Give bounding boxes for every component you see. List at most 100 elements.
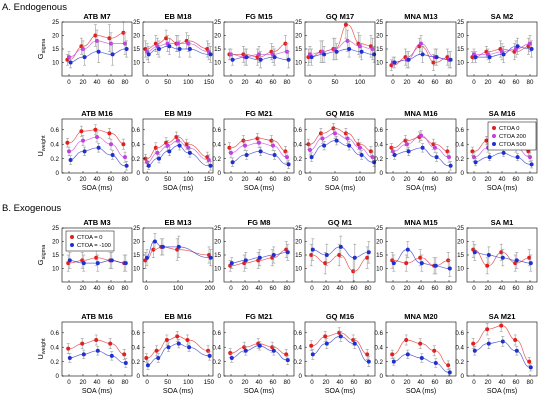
y-tick-label: 25 xyxy=(214,19,221,26)
y-tick-label: 15 xyxy=(295,252,302,259)
panel-title: GQ M17 xyxy=(326,12,354,21)
x-tick-label: 20 xyxy=(404,285,411,292)
panel-23: MNA M20 0 20 40 60 80 0 0.2 0.4 0.6 SOA (ms) xyxy=(374,312,457,395)
x-tick-label: 0 xyxy=(229,79,233,86)
x-tick-label: 60 xyxy=(108,379,115,386)
axes-box xyxy=(466,321,538,377)
x-tick-label: 80 xyxy=(365,379,372,386)
y-tick-label: 0.4 xyxy=(293,141,302,148)
legend-label: CTOA = -100 xyxy=(77,243,111,249)
data-point xyxy=(343,131,348,136)
x-axis-label: SOA (ms) xyxy=(244,388,274,395)
y-tick-label: 0.2 xyxy=(374,359,383,366)
data-point xyxy=(121,142,126,147)
x-tick-label: 20 xyxy=(80,379,87,386)
data-point xyxy=(499,323,504,328)
data-point xyxy=(356,142,361,147)
x-tick-label: 150 xyxy=(204,79,215,86)
data-point xyxy=(320,136,325,141)
y-tick-label: 0.4 xyxy=(374,141,383,148)
data-point xyxy=(345,136,350,141)
x-tick-label: 100 xyxy=(173,285,184,292)
data-point xyxy=(152,239,157,244)
axes-box xyxy=(142,321,214,377)
panel-title: GQ M16 xyxy=(326,312,354,321)
y-axis-label-main: G xyxy=(36,53,45,59)
y-tick-label: 15 xyxy=(214,46,221,53)
y-tick-label: 0.2 xyxy=(131,156,140,163)
axes-box xyxy=(304,21,376,77)
x-tick-label: 40 xyxy=(499,79,506,86)
x-tick-label: 0 xyxy=(67,379,71,386)
panel-title: MNA M13 xyxy=(404,12,437,21)
panel-title: ATB M16 xyxy=(81,312,113,321)
data-point xyxy=(187,47,192,51)
data-point xyxy=(347,47,352,51)
data-point xyxy=(241,138,246,143)
data-point xyxy=(526,149,531,154)
data-point xyxy=(419,133,423,138)
data-point xyxy=(309,55,314,60)
data-point xyxy=(272,153,277,157)
y-tick-label: 0.6 xyxy=(293,330,302,337)
x-axis-label: SOA (ms) xyxy=(163,185,193,192)
panel-21: FG M21 0 20 40 60 80 0 0.2 0.4 0.6 SOA (ms) xyxy=(212,312,295,395)
data-point xyxy=(486,341,491,346)
data-point xyxy=(331,126,336,131)
data-point xyxy=(446,363,451,368)
x-tick-label: 20 xyxy=(242,79,249,86)
data-point xyxy=(472,250,477,255)
x-tick-label: 40 xyxy=(94,285,101,292)
data-point xyxy=(308,147,312,152)
axes-box xyxy=(223,321,295,377)
y-tick-label: 0.4 xyxy=(455,141,464,148)
data-point xyxy=(323,334,328,339)
data-point xyxy=(405,247,410,252)
x-tick-label: 80 xyxy=(446,176,453,183)
data-point xyxy=(166,345,171,350)
x-tick-label: 20 xyxy=(404,79,411,86)
y-tick-label: 0.6 xyxy=(212,127,221,134)
data-point xyxy=(208,163,213,168)
panel-5: MNA M13 0 20 40 60 80 10 15 20 25 xyxy=(376,12,457,86)
panel-6: SA M2 0 20 40 60 80 10 15 20 25 xyxy=(457,12,538,86)
data-point xyxy=(67,356,72,360)
panel-11: MNA M16 0 20 40 60 80 0 0.2 0.4 0.6 SOA (ms) xyxy=(374,109,457,192)
data-point xyxy=(109,142,113,147)
panel-title: ATB M16 xyxy=(81,109,113,118)
data-point xyxy=(257,140,261,145)
data-point xyxy=(391,261,396,266)
x-tick-label: 60 xyxy=(270,285,277,292)
data-point xyxy=(285,155,289,160)
y-axis-label: Gsigma xyxy=(36,38,47,59)
data-point xyxy=(419,356,424,360)
x-tick-label: 0 xyxy=(472,285,476,292)
x-tick-label: 0 xyxy=(229,176,233,183)
y-tick-label: 0.4 xyxy=(374,344,383,351)
data-point xyxy=(501,52,506,57)
y-tick-label: 20 xyxy=(376,33,383,40)
x-tick-label: 40 xyxy=(418,79,425,86)
data-point xyxy=(338,244,343,249)
x-tick-label: 60 xyxy=(432,79,439,86)
x-tick-label: 200 xyxy=(205,285,216,292)
data-point xyxy=(65,140,70,145)
legend-label: CTOA 0 xyxy=(499,126,520,132)
y-tick-label: 10 xyxy=(376,266,383,273)
y-tick-label: 20 xyxy=(133,33,140,40)
panel-8: EB M19 0 50 100 150 0 0.2 0.4 0.6 SOA (ms) xyxy=(131,109,214,192)
data-point xyxy=(404,261,409,266)
y-tick-label: 0.6 xyxy=(212,330,221,337)
x-tick-label: 40 xyxy=(256,176,263,183)
data-point xyxy=(177,143,182,148)
y-tick-label: 0.2 xyxy=(455,359,464,366)
data-point xyxy=(94,338,99,342)
x-tick-label: 60 xyxy=(108,176,115,183)
data-point xyxy=(155,150,160,155)
y-tick-label: 0.2 xyxy=(212,359,221,366)
data-point xyxy=(284,352,289,357)
data-point xyxy=(177,47,182,51)
data-point xyxy=(527,359,532,364)
x-axis-label: SOA (ms) xyxy=(82,185,112,192)
